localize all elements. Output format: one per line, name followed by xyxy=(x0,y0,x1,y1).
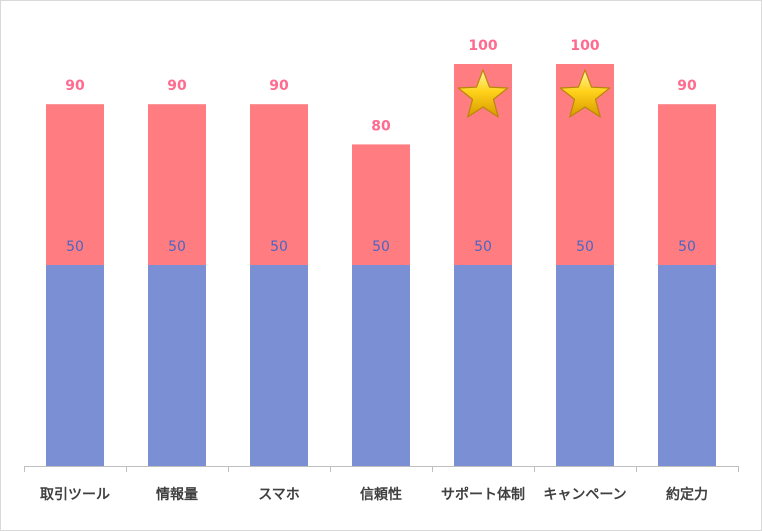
base-value-label-1: 50 xyxy=(66,239,84,255)
bar-segment-1-5 xyxy=(454,265,512,466)
bar-segment-2-4 xyxy=(352,144,410,265)
total-value-label-4: 80 xyxy=(371,118,391,134)
total-value-label-6: 100 xyxy=(570,38,599,54)
total-value-label-5: 100 xyxy=(468,38,497,54)
category-label-7: 約定力 xyxy=(666,486,708,503)
base-value-label-5: 50 xyxy=(474,239,492,255)
total-value-label-2: 90 xyxy=(167,78,187,94)
total-value-label-1: 90 xyxy=(65,78,85,94)
base-value-label-6: 50 xyxy=(576,239,594,255)
category-label-4: 信頼性 xyxy=(360,486,402,503)
category-label-3: スマホ xyxy=(258,487,300,503)
base-value-label-7: 50 xyxy=(678,239,696,255)
bars-layer xyxy=(46,64,716,466)
total-value-label-3: 90 xyxy=(269,78,289,94)
total-value-label-7: 90 xyxy=(677,78,697,94)
x-axis xyxy=(24,466,739,472)
gold-star-icon xyxy=(559,69,611,118)
bar-segment-2-2 xyxy=(148,104,206,265)
category-label-5: サポート体制 xyxy=(441,486,525,503)
labels-layer: 50 90 取引ツール 50 90 情報量 50 90 スマホ 50 80 信頼性 50 100 サポート体… xyxy=(40,38,708,503)
base-value-label-3: 50 xyxy=(270,239,288,255)
bar-segment-1-6 xyxy=(556,265,614,466)
bar-segment-2-3 xyxy=(250,104,308,265)
bar-segment-1-2 xyxy=(148,265,206,466)
base-value-label-4: 50 xyxy=(372,239,390,255)
category-label-6: キャンペーン xyxy=(543,487,626,503)
gold-star-icon xyxy=(457,69,509,118)
bar-segment-1-7 xyxy=(658,265,716,466)
category-label-1: 取引ツール xyxy=(40,487,110,503)
bar-segment-1-4 xyxy=(352,265,410,466)
bar-segment-2-1 xyxy=(46,104,104,265)
base-value-label-2: 50 xyxy=(168,239,186,255)
bar-segment-2-7 xyxy=(658,104,716,265)
bar-segment-1-1 xyxy=(46,265,104,466)
category-label-2: 情報量 xyxy=(156,486,198,503)
bar-segment-1-3 xyxy=(250,265,308,466)
